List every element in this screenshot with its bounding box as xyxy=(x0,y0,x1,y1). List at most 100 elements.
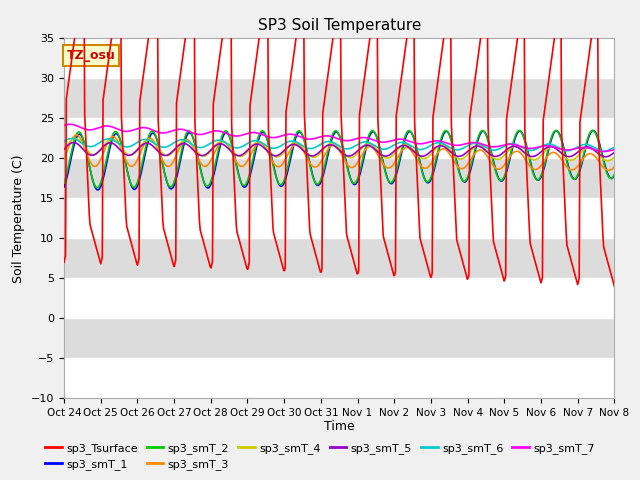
sp3_smT_7 xyxy=(67,121,74,127)
sp3_smT_5 xyxy=(127,152,135,157)
sp3_smT_1 xyxy=(589,128,597,133)
sp3_smT_5 xyxy=(423,152,431,157)
Bar xyxy=(64,318,614,359)
sp3_smT_1 xyxy=(611,173,618,179)
sp3_smT_6 xyxy=(407,143,415,148)
sp3_smT_2 xyxy=(93,185,100,191)
sp3_smT_2 xyxy=(588,128,596,133)
sp3_smT_6 xyxy=(68,136,76,142)
sp3_smT_3 xyxy=(60,156,68,162)
Title: SP3 Soil Temperature: SP3 Soil Temperature xyxy=(257,18,421,33)
sp3_smT_4 xyxy=(60,146,68,152)
Line: sp3_smT_3: sp3_smT_3 xyxy=(64,135,614,170)
Line: sp3_Tsurface: sp3_Tsurface xyxy=(64,0,614,287)
sp3_smT_7 xyxy=(407,139,415,144)
sp3_smT_1 xyxy=(70,143,78,149)
X-axis label: Time: Time xyxy=(324,420,355,432)
sp3_smT_4 xyxy=(127,152,135,158)
sp3_smT_3 xyxy=(72,132,80,138)
sp3_smT_2 xyxy=(60,180,68,186)
sp3_smT_1 xyxy=(127,183,135,189)
sp3_smT_1 xyxy=(184,132,191,138)
sp3_smT_3 xyxy=(604,168,612,173)
Text: TZ_osu: TZ_osu xyxy=(67,49,115,62)
sp3_smT_2 xyxy=(423,179,431,185)
sp3_smT_7 xyxy=(600,149,607,155)
Bar xyxy=(64,78,614,119)
sp3_smT_4 xyxy=(72,136,79,142)
sp3_smT_6 xyxy=(127,143,135,149)
Bar xyxy=(64,359,614,398)
Bar xyxy=(64,198,614,239)
sp3_smT_7 xyxy=(71,122,79,128)
sp3_smT_7 xyxy=(212,128,220,134)
sp3_Tsurface xyxy=(70,40,78,46)
sp3_smT_5 xyxy=(602,154,610,160)
sp3_smT_2 xyxy=(184,129,191,135)
sp3_smT_7 xyxy=(611,147,618,153)
sp3_smT_1 xyxy=(423,180,431,185)
sp3_smT_5 xyxy=(611,149,618,155)
Line: sp3_smT_4: sp3_smT_4 xyxy=(64,139,614,161)
Line: sp3_smT_7: sp3_smT_7 xyxy=(64,124,614,152)
sp3_smT_4 xyxy=(611,154,618,159)
sp3_Tsurface xyxy=(212,79,220,84)
sp3_smT_4 xyxy=(423,155,431,161)
sp3_smT_3 xyxy=(212,146,220,152)
Bar xyxy=(64,119,614,158)
sp3_smT_4 xyxy=(212,142,220,147)
Bar xyxy=(64,239,614,278)
sp3_smT_4 xyxy=(184,138,191,144)
sp3_smT_3 xyxy=(127,164,135,169)
sp3_smT_5 xyxy=(184,142,191,147)
sp3_smT_4 xyxy=(70,136,78,142)
sp3_smT_3 xyxy=(611,164,618,169)
sp3_smT_6 xyxy=(71,136,79,142)
sp3_Tsurface xyxy=(127,240,135,246)
sp3_smT_2 xyxy=(127,182,135,188)
sp3_smT_3 xyxy=(70,133,78,139)
sp3_smT_3 xyxy=(184,137,191,143)
sp3_smT_1 xyxy=(94,187,102,193)
sp3_smT_1 xyxy=(212,161,220,167)
Legend: sp3_Tsurface, sp3_smT_1, sp3_smT_2, sp3_smT_3, sp3_smT_4, sp3_smT_5, sp3_smT_6, : sp3_Tsurface, sp3_smT_1, sp3_smT_2, sp3_… xyxy=(40,438,600,474)
sp3_smT_7 xyxy=(60,122,68,128)
Line: sp3_smT_6: sp3_smT_6 xyxy=(64,139,614,151)
sp3_smT_4 xyxy=(604,158,611,164)
sp3_smT_6 xyxy=(212,138,220,144)
sp3_smT_2 xyxy=(70,138,78,144)
sp3_smT_5 xyxy=(407,146,415,152)
sp3_Tsurface xyxy=(611,284,618,289)
sp3_smT_3 xyxy=(423,165,431,171)
sp3_smT_3 xyxy=(407,147,415,153)
Bar xyxy=(64,38,614,78)
Line: sp3_smT_2: sp3_smT_2 xyxy=(64,131,614,188)
sp3_Tsurface xyxy=(423,261,431,266)
sp3_Tsurface xyxy=(184,21,191,27)
sp3_smT_5 xyxy=(212,142,220,148)
sp3_smT_2 xyxy=(611,171,618,177)
sp3_smT_5 xyxy=(69,140,77,145)
sp3_smT_5 xyxy=(71,140,79,145)
Bar xyxy=(64,158,614,198)
sp3_smT_7 xyxy=(127,128,135,133)
Line: sp3_smT_1: sp3_smT_1 xyxy=(64,131,614,190)
sp3_smT_7 xyxy=(184,128,191,133)
sp3_smT_6 xyxy=(600,148,607,154)
sp3_smT_6 xyxy=(611,144,618,150)
Line: sp3_smT_5: sp3_smT_5 xyxy=(64,143,614,157)
Bar xyxy=(64,278,614,318)
sp3_smT_7 xyxy=(423,140,431,145)
sp3_smT_6 xyxy=(60,139,68,144)
sp3_smT_1 xyxy=(60,184,68,190)
sp3_smT_1 xyxy=(407,129,415,135)
sp3_smT_2 xyxy=(407,129,415,134)
sp3_smT_6 xyxy=(184,138,191,144)
sp3_Tsurface xyxy=(60,260,68,265)
Y-axis label: Soil Temperature (C): Soil Temperature (C) xyxy=(12,154,26,283)
sp3_smT_2 xyxy=(212,156,220,162)
sp3_smT_5 xyxy=(60,146,68,152)
sp3_Tsurface xyxy=(407,6,415,12)
sp3_smT_6 xyxy=(423,145,431,151)
sp3_smT_4 xyxy=(407,144,415,150)
